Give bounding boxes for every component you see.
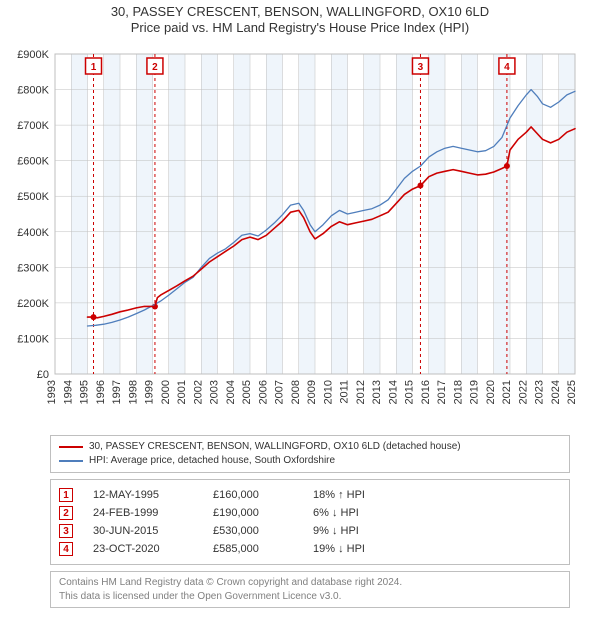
svg-text:£700K: £700K <box>17 121 49 133</box>
svg-text:1999: 1999 <box>144 380 156 404</box>
svg-text:2014: 2014 <box>387 380 399 404</box>
svg-text:£800K: £800K <box>17 85 49 97</box>
legend-swatch-property <box>59 446 83 448</box>
svg-text:£600K: £600K <box>17 156 49 168</box>
event-date: 12-MAY-1995 <box>93 489 203 501</box>
svg-text:2002: 2002 <box>192 380 204 404</box>
event-price: £160,000 <box>213 489 303 501</box>
svg-text:2004: 2004 <box>225 380 237 404</box>
svg-text:£900K: £900K <box>17 49 49 61</box>
event-date: 30-JUN-2015 <box>93 525 203 537</box>
page-title: 30, PASSEY CRESCENT, BENSON, WALLINGFORD… <box>0 4 600 20</box>
svg-text:£300K: £300K <box>17 263 49 275</box>
transaction-row: 1 12-MAY-1995 £160,000 18% ↑ HPI <box>59 486 561 504</box>
svg-text:2007: 2007 <box>274 380 286 404</box>
attribution-line: This data is licensed under the Open Gov… <box>59 590 561 604</box>
event-date: 23-OCT-2020 <box>93 543 203 555</box>
svg-text:2015: 2015 <box>404 380 416 404</box>
legend-label: 30, PASSEY CRESCENT, BENSON, WALLINGFORD… <box>89 440 461 454</box>
svg-text:2001: 2001 <box>176 380 188 404</box>
event-delta: 9% ↓ HPI <box>313 525 423 537</box>
legend: 30, PASSEY CRESCENT, BENSON, WALLINGFORD… <box>50 435 570 473</box>
svg-text:2018: 2018 <box>452 380 464 404</box>
svg-text:1996: 1996 <box>95 380 107 404</box>
svg-text:3: 3 <box>418 62 424 73</box>
svg-text:2003: 2003 <box>209 380 221 404</box>
transaction-row: 4 23-OCT-2020 £585,000 19% ↓ HPI <box>59 540 561 558</box>
svg-text:1998: 1998 <box>127 380 139 404</box>
svg-text:1995: 1995 <box>79 380 91 404</box>
transactions-table: 1 12-MAY-1995 £160,000 18% ↑ HPI 2 24-FEB-199… <box>50 479 570 565</box>
event-badge: 2 <box>59 506 73 520</box>
svg-text:2010: 2010 <box>322 380 334 404</box>
event-price: £190,000 <box>213 507 303 519</box>
event-delta: 19% ↓ HPI <box>313 543 423 555</box>
svg-text:2022: 2022 <box>517 380 529 404</box>
price-chart: £0 £100K £200K £300K £400K £500K £600K £700K £80… <box>0 42 600 427</box>
svg-text:1997: 1997 <box>111 380 123 404</box>
svg-text:2009: 2009 <box>306 380 318 404</box>
svg-text:2012: 2012 <box>355 380 367 404</box>
svg-text:1: 1 <box>91 62 97 73</box>
svg-text:2011: 2011 <box>339 380 351 404</box>
svg-text:2006: 2006 <box>257 380 269 404</box>
svg-text:2024: 2024 <box>550 380 562 404</box>
legend-item-property: 30, PASSEY CRESCENT, BENSON, WALLINGFORD… <box>59 440 561 454</box>
svg-text:2025: 2025 <box>566 380 578 404</box>
svg-text:1994: 1994 <box>62 380 74 404</box>
event-badge: 3 <box>59 524 73 538</box>
svg-text:£200K: £200K <box>17 298 49 310</box>
svg-text:2013: 2013 <box>371 380 383 404</box>
svg-text:£500K: £500K <box>17 192 49 204</box>
legend-swatch-hpi <box>59 460 83 462</box>
attribution: Contains HM Land Registry data © Crown c… <box>50 571 570 608</box>
svg-text:4: 4 <box>504 62 510 73</box>
event-delta: 6% ↓ HPI <box>313 507 423 519</box>
transaction-row: 2 24-FEB-1999 £190,000 6% ↓ HPI <box>59 504 561 522</box>
svg-text:2020: 2020 <box>485 380 497 404</box>
svg-text:2016: 2016 <box>420 380 432 404</box>
svg-text:1993: 1993 <box>46 380 58 404</box>
svg-text:£0: £0 <box>37 369 49 381</box>
legend-label: HPI: Average price, detached house, Sout… <box>89 454 335 468</box>
attribution-line: Contains HM Land Registry data © Crown c… <box>59 576 561 590</box>
svg-text:2: 2 <box>152 62 158 73</box>
event-delta: 18% ↑ HPI <box>313 489 423 501</box>
legend-item-hpi: HPI: Average price, detached house, Sout… <box>59 454 561 468</box>
page-subtitle: Price paid vs. HM Land Registry's House … <box>0 20 600 37</box>
event-price: £585,000 <box>213 543 303 555</box>
event-badge: 4 <box>59 542 73 556</box>
svg-text:£100K: £100K <box>17 334 49 346</box>
transaction-row: 3 30-JUN-2015 £530,000 9% ↓ HPI <box>59 522 561 540</box>
event-badge: 1 <box>59 488 73 502</box>
svg-text:2000: 2000 <box>160 380 172 404</box>
svg-text:2005: 2005 <box>241 380 253 404</box>
svg-text:2019: 2019 <box>469 380 481 404</box>
event-price: £530,000 <box>213 525 303 537</box>
svg-text:2017: 2017 <box>436 380 448 404</box>
svg-text:£400K: £400K <box>17 227 49 239</box>
event-date: 24-FEB-1999 <box>93 507 203 519</box>
svg-text:2008: 2008 <box>290 380 302 404</box>
svg-text:2021: 2021 <box>501 380 513 404</box>
svg-text:2023: 2023 <box>534 380 546 404</box>
